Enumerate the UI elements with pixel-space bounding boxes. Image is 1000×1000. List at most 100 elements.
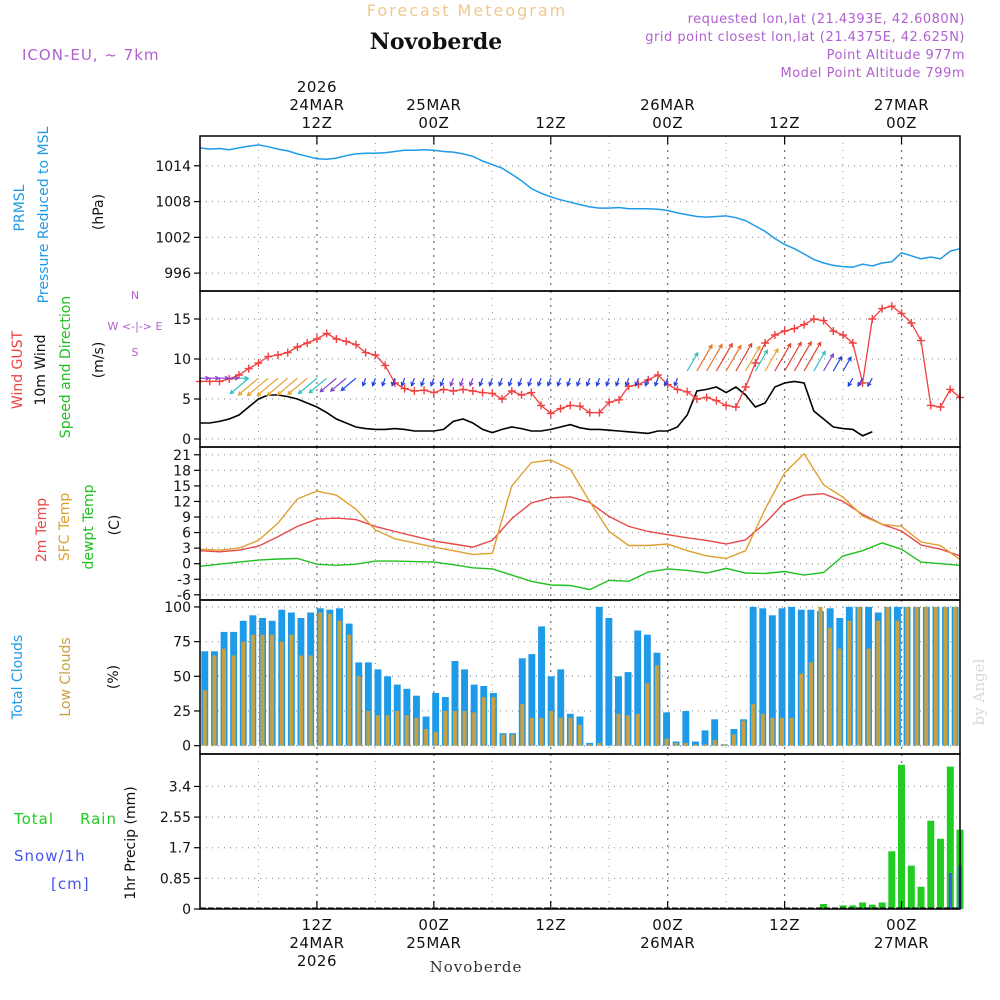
time-label: 26MAR xyxy=(640,96,695,114)
low-cloud-bar xyxy=(914,606,919,746)
wind-arrow-head xyxy=(410,381,416,387)
total-cloud-bar xyxy=(768,615,776,746)
temperature-labels: 2m Temp SFC Temp dewpt Temp (C) xyxy=(34,484,123,569)
wind-arrow-head xyxy=(459,381,464,387)
wind-arrow-shaft xyxy=(566,377,571,386)
low-cloud-bar xyxy=(597,742,602,746)
gust-marker xyxy=(546,409,555,418)
panel-precip: 0 0.85 1.7 2.55 3.4 xyxy=(160,754,964,918)
wind-labels: Wind GUST 10m Wind Speed and Direction (… xyxy=(10,289,162,438)
low-cloud-bar xyxy=(703,744,707,746)
wind-arrow-head xyxy=(737,344,742,350)
low-cloud-bar xyxy=(751,704,756,746)
gust-marker xyxy=(273,351,282,359)
wind-arrow-shaft xyxy=(725,345,742,372)
time-label: 27MAR xyxy=(874,96,929,114)
gust-marker xyxy=(517,391,526,399)
low-cloud-bar xyxy=(674,742,679,746)
gust-marker xyxy=(702,393,711,402)
pressure-unit: (hPa) xyxy=(91,194,107,230)
wind-arrow-shaft xyxy=(229,377,250,395)
rain-bar xyxy=(927,820,935,909)
low-cloud-bar xyxy=(549,711,554,746)
time-label: 25MAR xyxy=(406,934,461,952)
wind-label-speed-dir: Speed and Direction xyxy=(58,296,74,438)
low-cloud-bar xyxy=(905,606,910,746)
rain-bar xyxy=(937,838,944,909)
gust-marker xyxy=(556,404,565,413)
gust-marker xyxy=(459,385,468,394)
wind-arrow-shaft xyxy=(430,377,435,386)
low-cloud-bar xyxy=(876,620,881,746)
wind-arrow-shaft xyxy=(537,377,542,386)
low-cloud-bar xyxy=(491,697,496,746)
total-cloud-bar xyxy=(528,654,536,746)
gust-marker xyxy=(342,337,351,346)
y-tick-label: 0 xyxy=(182,902,191,918)
total-cloud-bar xyxy=(759,608,767,746)
total-cloud-bar xyxy=(461,669,468,746)
wind-arrow-shaft xyxy=(784,342,802,372)
wind-arrow-head xyxy=(821,350,826,356)
y-tick-label: 1.7 xyxy=(169,841,191,857)
gust-marker xyxy=(653,371,662,379)
low-cloud-bar xyxy=(376,715,380,746)
low-cloud-bar xyxy=(664,738,669,746)
wind-arrow-head xyxy=(615,381,620,387)
gust-marker xyxy=(868,315,877,323)
time-label: 12Z xyxy=(535,114,566,132)
wind-arrow-shaft xyxy=(469,377,474,386)
wind-arrow-shaft xyxy=(586,377,591,386)
low-cloud-bar xyxy=(712,740,717,746)
low-cloud-bar xyxy=(924,606,929,746)
y-tick-label: 10 xyxy=(173,352,191,368)
wind-arrow-shaft xyxy=(774,343,792,372)
wind-arrow-head xyxy=(237,390,243,396)
wind-arrow-head xyxy=(468,381,474,387)
low-cloud-bar xyxy=(731,734,736,746)
rain-bar xyxy=(849,905,857,909)
wind-arrow-shaft xyxy=(489,377,493,386)
y-tick-label: 15 xyxy=(173,479,191,495)
low-cloud-bar xyxy=(231,655,236,746)
cloud-label-total: Total Clouds xyxy=(10,635,26,720)
wind-speed-line xyxy=(200,380,873,437)
low-cloud-bar xyxy=(808,662,813,746)
wind-arrow-shaft xyxy=(330,377,347,392)
wind-arrow-shaft xyxy=(745,346,761,372)
low-cloud-bar xyxy=(818,606,823,746)
precip-label-cm: [cm] xyxy=(51,875,90,893)
gust-marker xyxy=(478,388,487,397)
wind-arrow-shaft xyxy=(605,377,610,386)
gust-marker xyxy=(322,329,331,338)
wind-arrow-shaft xyxy=(764,348,779,372)
snow-bar xyxy=(948,873,952,909)
gust-line xyxy=(200,305,961,415)
wind-arrow-shaft xyxy=(527,377,532,386)
wind-arrow-shaft xyxy=(615,377,620,386)
time-label: 2026 xyxy=(297,78,337,96)
wind-arrow-head xyxy=(234,375,240,381)
low-cloud-bar xyxy=(356,676,361,746)
gust-marker xyxy=(839,331,848,339)
gust-marker xyxy=(527,388,536,397)
wind-arrow-head xyxy=(297,389,303,395)
wind-arrow-head xyxy=(439,381,445,387)
gust-marker xyxy=(800,320,809,329)
y-tick-label: 2.55 xyxy=(160,810,191,826)
y-tick-label: 1002 xyxy=(155,230,191,246)
low-cloud-bar xyxy=(568,717,573,746)
wind-arrow-shaft xyxy=(832,356,843,372)
total-cloud-bar xyxy=(605,618,613,746)
pressure-line xyxy=(199,144,961,268)
wind-arrows xyxy=(200,340,873,397)
wind-arrow-head xyxy=(507,381,513,387)
gust-marker xyxy=(215,377,224,386)
low-cloud-bar xyxy=(654,665,659,746)
low-cloud-bar xyxy=(472,712,477,746)
y-tick-label: 6 xyxy=(182,526,191,542)
panel-frame xyxy=(199,290,961,448)
gust-marker xyxy=(848,339,857,347)
wind-arrow-head xyxy=(673,381,679,387)
